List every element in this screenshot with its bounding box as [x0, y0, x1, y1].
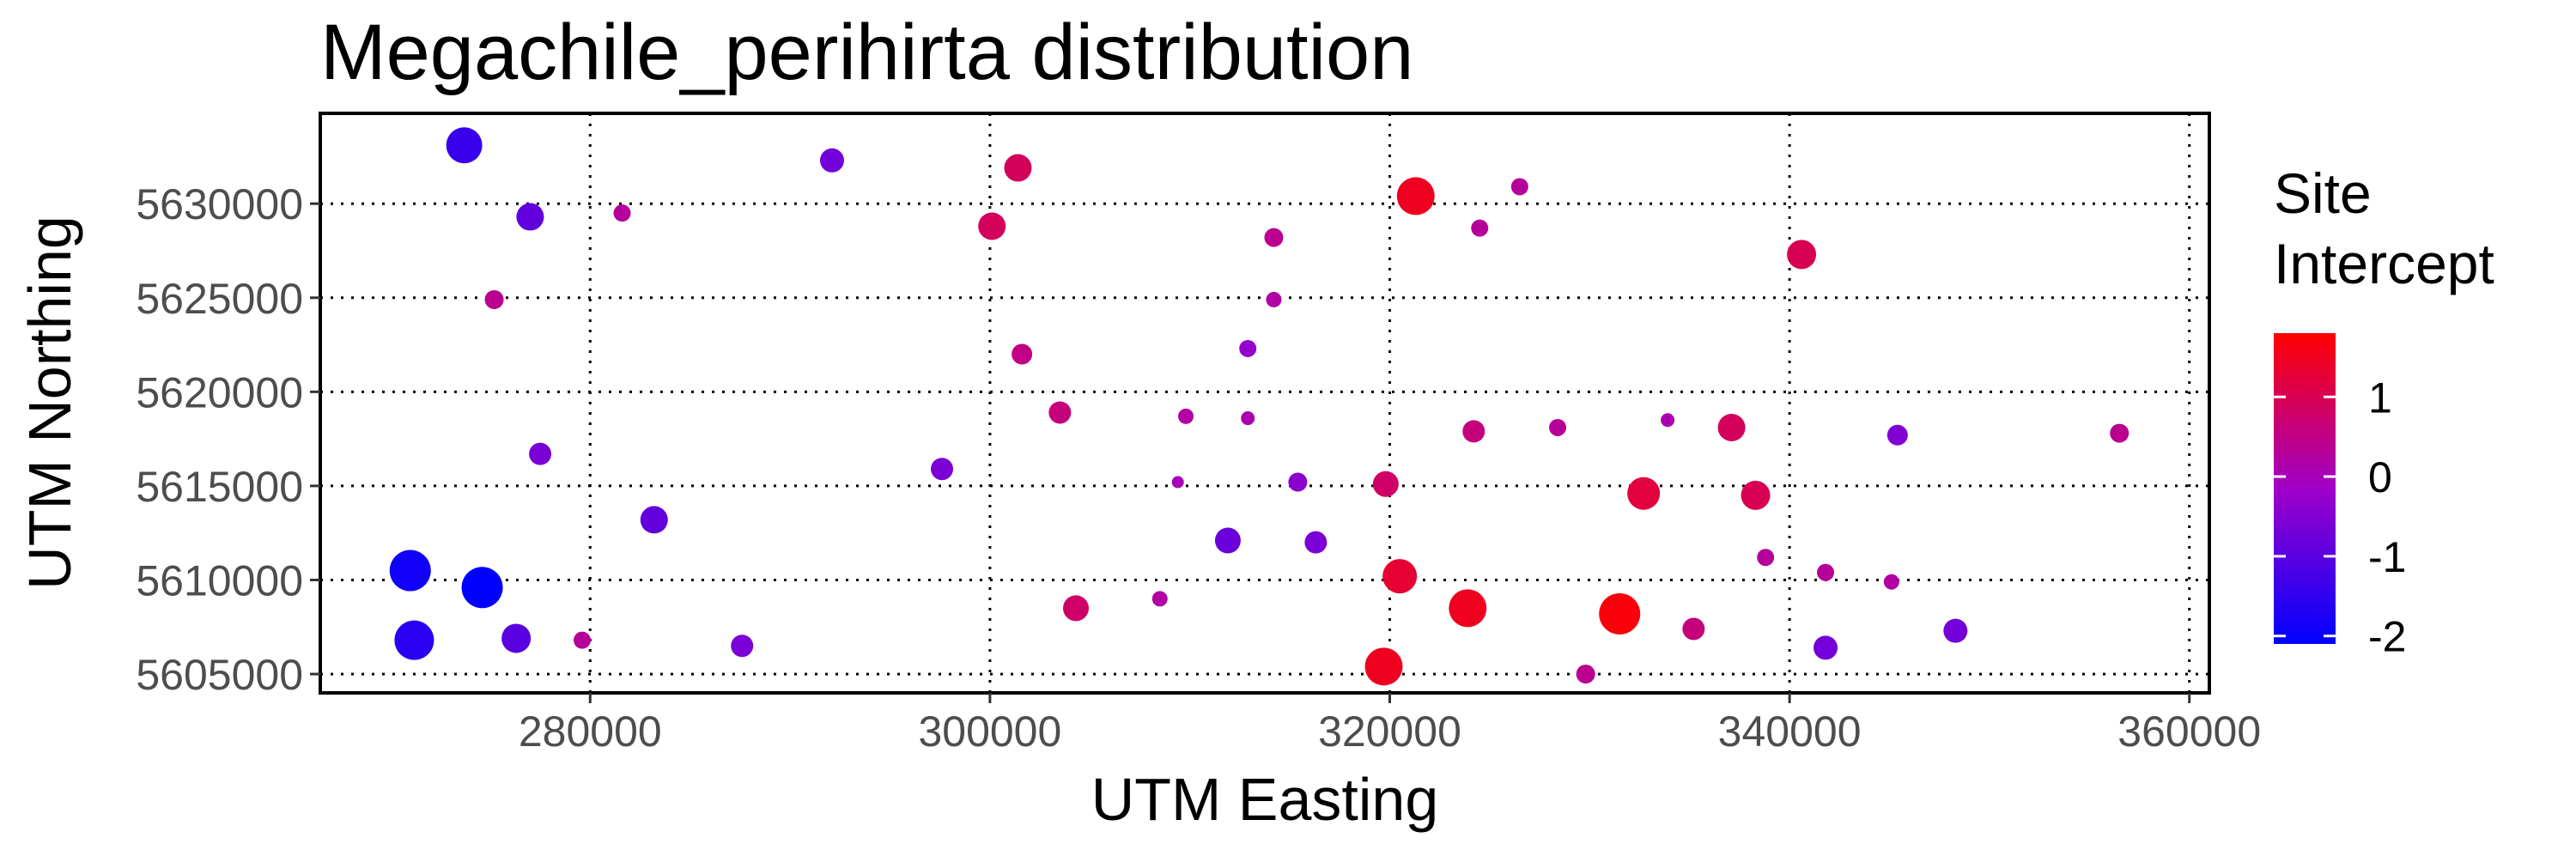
- legend-tick-label: -1: [2368, 533, 2406, 581]
- data-point: [640, 506, 668, 534]
- data-point: [484, 289, 504, 309]
- data-point: [1364, 647, 1403, 686]
- data-point: [819, 148, 844, 173]
- data-point: [1241, 411, 1255, 426]
- legend-title-line-2: Intercept: [2274, 232, 2494, 295]
- data-point: [1396, 177, 1435, 216]
- x-tick-label: 280000: [519, 707, 662, 756]
- data-point: [446, 127, 483, 164]
- data-point: [501, 623, 532, 653]
- data-point: [978, 212, 1006, 240]
- data-point: [1787, 240, 1817, 270]
- y-axis-title: UTM Northing: [16, 216, 83, 590]
- data-point: [1151, 591, 1168, 607]
- data-point: [1171, 476, 1184, 489]
- data-point: [1757, 549, 1775, 567]
- data-point: [1576, 665, 1595, 684]
- data-point: [529, 442, 552, 465]
- data-point: [1471, 219, 1489, 237]
- x-tick-label: 300000: [918, 707, 1061, 756]
- data-point: [1372, 471, 1399, 497]
- plot-panel-border: [319, 112, 2211, 695]
- legend-colorbar: [2274, 333, 2336, 644]
- data-point: [1063, 595, 1089, 622]
- data-point: [1510, 178, 1528, 196]
- data-point: [1883, 574, 1899, 590]
- data-point: [1178, 408, 1194, 424]
- data-point: [1004, 154, 1032, 182]
- data-point: [1048, 401, 1072, 424]
- legend-tick-label: 0: [2368, 453, 2392, 501]
- data-point: [731, 635, 754, 658]
- y-tick-label: 5620000: [136, 368, 303, 416]
- data-point: [1239, 339, 1257, 357]
- data-point: [1264, 228, 1284, 247]
- data-point: [1288, 472, 1308, 492]
- y-tick-label: 5605000: [136, 651, 303, 699]
- y-axis-ticks: 5605000 5610000 5615000 5620000 5625000 56300…: [136, 180, 320, 699]
- data-point: [1627, 477, 1661, 510]
- data-points: [389, 127, 2129, 686]
- data-point: [516, 203, 544, 231]
- data-point: [1814, 635, 1838, 660]
- data-point: [1549, 418, 1567, 436]
- data-point: [573, 631, 591, 649]
- data-point: [1462, 420, 1485, 443]
- y-tick-label: 5610000: [136, 557, 303, 605]
- data-point: [1682, 617, 1705, 641]
- data-point: [1717, 413, 1746, 441]
- legend-ticks: 1 0 -1 -2: [2274, 373, 2406, 661]
- grid: [320, 113, 2209, 693]
- x-tick-label: 320000: [1318, 707, 1461, 756]
- data-point: [931, 458, 954, 481]
- data-point: [2110, 423, 2129, 443]
- y-tick-label: 5630000: [136, 180, 303, 228]
- data-point: [1661, 413, 1675, 428]
- data-point: [1741, 480, 1771, 510]
- data-point: [1943, 618, 1968, 643]
- chart-title: Megachile_perihirta distribution: [320, 9, 1413, 96]
- legend: Site Intercept 1 0 -1 -2: [2274, 161, 2494, 661]
- x-axis-title: UTM Easting: [1091, 766, 1439, 833]
- data-point: [1266, 291, 1282, 307]
- data-point: [613, 204, 631, 222]
- legend-tick-label: 1: [2368, 373, 2392, 422]
- x-tick-label: 360000: [2117, 707, 2261, 756]
- data-point: [1214, 527, 1241, 554]
- data-point: [1599, 592, 1641, 635]
- data-point: [1382, 559, 1418, 594]
- data-point: [1449, 589, 1487, 628]
- x-tick-label: 340000: [1718, 707, 1862, 756]
- data-point: [1817, 563, 1835, 581]
- legend-tick-label: -2: [2368, 613, 2406, 661]
- data-point: [1012, 343, 1033, 365]
- legend-title-line-1: Site: [2274, 161, 2372, 225]
- data-point: [461, 567, 503, 609]
- x-axis-ticks: 280000 300000 320000 340000 360000: [519, 693, 2261, 756]
- y-tick-label: 5615000: [136, 463, 303, 511]
- data-point: [1886, 424, 1908, 446]
- data-point: [394, 620, 434, 660]
- y-tick-label: 5625000: [136, 275, 303, 323]
- data-point: [389, 550, 431, 592]
- data-point: [1304, 531, 1327, 554]
